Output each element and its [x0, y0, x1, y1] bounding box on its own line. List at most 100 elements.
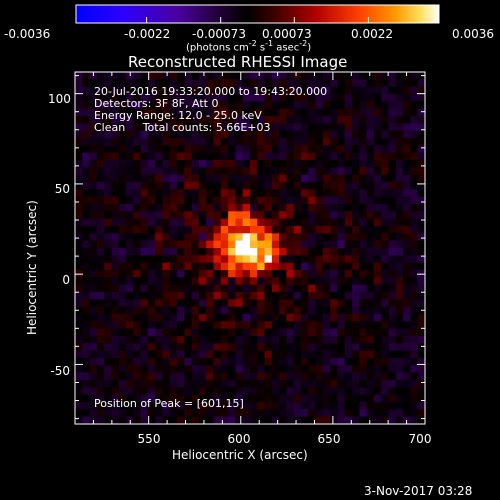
heatmap-cell — [344, 270, 353, 278]
heatmap-cell — [82, 350, 91, 359]
heatmap-cell — [279, 402, 288, 410]
heatmap-cell — [344, 262, 353, 271]
heatmap-cell — [308, 167, 317, 176]
heatmap-cell — [147, 160, 156, 168]
heatmap-cell — [140, 138, 149, 146]
heatmap-cell — [315, 262, 324, 271]
heatmap-cell — [286, 387, 295, 396]
heatmap-cell — [228, 299, 237, 308]
heatmap-cell — [308, 372, 317, 381]
heatmap-cell — [381, 358, 390, 366]
heatmap-cell — [250, 145, 258, 154]
heatmap-cell — [417, 365, 426, 374]
heatmap-cell — [359, 138, 368, 146]
heatmap-cell — [381, 380, 390, 388]
heatmap-cell — [271, 196, 280, 205]
heatmap-cell — [184, 174, 193, 183]
heatmap-cell — [366, 365, 375, 374]
heatmap-cell — [395, 380, 404, 388]
heatmap-cell — [403, 86, 412, 95]
heatmap-cell — [250, 314, 258, 322]
heatmap-cell — [235, 226, 244, 234]
heatmap-cell — [403, 116, 412, 124]
heatmap-cell — [147, 138, 156, 146]
heatmap-cell — [96, 372, 105, 381]
heatmap-cell — [111, 211, 120, 220]
heatmap-cell — [286, 204, 295, 212]
heatmap-cell — [359, 248, 368, 256]
heatmap-cell — [147, 86, 156, 95]
heatmap-cell — [264, 196, 273, 205]
heatmap-cell — [257, 299, 266, 308]
heatmap-cell — [264, 306, 273, 315]
heatmap-cell — [388, 387, 397, 396]
heatmap-cell — [403, 79, 412, 88]
heatmap-cell — [308, 387, 317, 396]
heatmap-cell — [337, 218, 346, 227]
heatmap-cell — [344, 350, 353, 359]
heatmap-cell — [322, 240, 331, 249]
heatmap-cell — [279, 116, 288, 124]
heatmap-cell — [133, 416, 142, 425]
heatmap-cell — [388, 123, 397, 132]
heatmap-cell — [228, 130, 237, 139]
heatmap-cell — [301, 79, 309, 88]
heatmap-cell — [191, 336, 200, 344]
heatmap-cell — [395, 314, 404, 322]
heatmap-cell — [228, 314, 237, 322]
heatmap-cell — [155, 233, 164, 242]
heatmap-cell — [337, 116, 346, 124]
heatmap-cell — [286, 94, 295, 102]
heatmap-cell — [373, 218, 382, 227]
heatmap-cell — [337, 299, 346, 308]
heatmap-cell — [235, 277, 244, 286]
heatmap-cell — [191, 372, 200, 381]
heatmap-cell — [381, 94, 390, 102]
heatmap-cell — [126, 167, 134, 176]
heatmap-cell — [75, 108, 83, 117]
heatmap-cell — [206, 284, 215, 293]
heatmap-cell — [417, 277, 426, 286]
heatmap-cell — [395, 145, 404, 154]
heatmap-cell — [82, 277, 91, 286]
heatmap-cell — [126, 314, 134, 322]
heatmap-cell — [104, 167, 113, 176]
heatmap-cell — [257, 343, 266, 352]
heatmap-cell — [140, 174, 149, 183]
heatmap-cell — [162, 255, 171, 264]
heatmap-cell — [147, 167, 156, 176]
heatmap-cell — [250, 174, 258, 183]
heatmap-cell — [308, 233, 317, 242]
heatmap-cell — [235, 270, 244, 278]
heatmap-cell — [220, 86, 229, 95]
heatmap-cell — [118, 108, 127, 117]
heatmap-cell — [301, 138, 309, 146]
heatmap-cell — [133, 196, 142, 205]
heatmap-cell — [388, 365, 397, 374]
heatmap-cell — [89, 101, 98, 110]
heatmap-cell — [140, 182, 149, 190]
heatmap-cell — [133, 123, 142, 132]
heatmap-cell — [366, 416, 375, 425]
heatmap-cell — [111, 343, 120, 352]
heatmap-cell — [257, 372, 266, 381]
heatmap-cell — [366, 248, 375, 256]
heatmap-cell — [75, 409, 83, 418]
heatmap-cell — [169, 350, 178, 359]
heatmap-cell — [220, 218, 229, 227]
heatmap-cell — [315, 409, 324, 418]
heatmap-cell — [104, 152, 113, 161]
heatmap-cell — [242, 255, 251, 264]
heatmap-cell — [147, 79, 156, 88]
heatmap-cell — [191, 211, 200, 220]
heatmap-cell — [235, 394, 244, 403]
heatmap-cell — [271, 189, 280, 198]
heatmap-cell — [403, 402, 412, 410]
heatmap-cell — [381, 204, 390, 212]
heatmap-cell — [308, 365, 317, 374]
heatmap-cell — [206, 336, 215, 344]
heatmap-cell — [286, 372, 295, 381]
heatmap-cell — [177, 262, 185, 271]
heatmap-cell — [184, 94, 193, 102]
heatmap-cell — [359, 314, 368, 322]
